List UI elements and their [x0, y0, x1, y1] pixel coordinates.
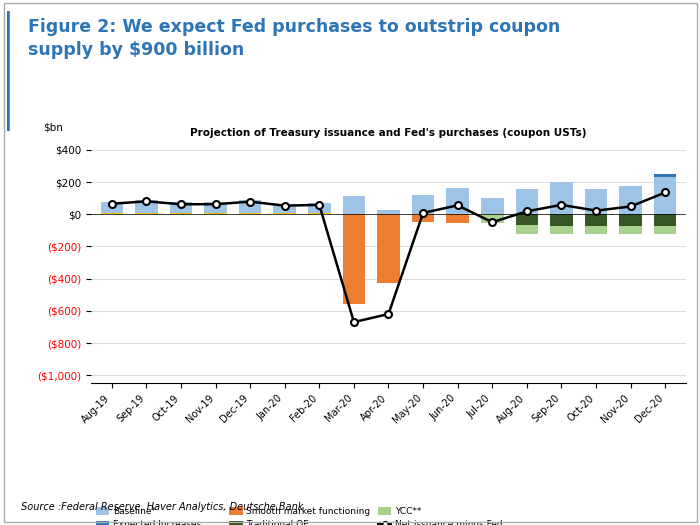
Bar	[274, 213, 296, 214]
Bar	[620, 226, 642, 234]
Legend: Baseline*, Expected Increases, Reinvest MBS payments, Smooth market functioning,: Baseline*, Expected Increases, Reinvest …	[95, 507, 503, 525]
Bar	[584, 214, 608, 226]
Bar	[550, 214, 573, 226]
Bar	[481, 198, 503, 214]
Bar	[274, 204, 296, 214]
Bar	[204, 213, 227, 214]
Bar	[620, 214, 642, 226]
Text: Figure 2: We expect Fed purchases to outstrip coupon
supply by $900 billion: Figure 2: We expect Fed purchases to out…	[28, 18, 560, 59]
Bar	[654, 174, 676, 177]
Bar	[169, 213, 193, 214]
Bar	[654, 177, 676, 214]
Bar	[654, 214, 676, 226]
Bar	[550, 182, 573, 214]
Bar	[377, 214, 400, 284]
Bar	[204, 202, 227, 214]
Bar	[412, 195, 434, 214]
Bar	[101, 202, 123, 214]
Bar	[654, 226, 676, 234]
Bar	[412, 214, 434, 222]
Bar	[584, 226, 608, 234]
Bar	[308, 213, 330, 214]
Bar	[135, 213, 158, 214]
Bar	[377, 210, 400, 214]
Bar	[135, 200, 158, 214]
Bar	[239, 213, 261, 214]
Bar	[447, 214, 469, 223]
Bar	[620, 186, 642, 214]
Bar	[447, 187, 469, 214]
Bar	[516, 214, 538, 225]
Bar	[343, 214, 365, 304]
Bar	[101, 213, 123, 214]
Bar	[343, 196, 365, 214]
Bar	[516, 189, 538, 214]
Bar	[516, 225, 538, 234]
Bar	[584, 189, 608, 214]
Bar	[481, 214, 503, 223]
Bar	[550, 226, 573, 234]
Bar	[169, 202, 193, 214]
Text: $bn: $bn	[43, 122, 63, 132]
Text: Source :Federal Reserve, Haver Analytics, Deutsche Bank: Source :Federal Reserve, Haver Analytics…	[21, 502, 303, 512]
Title: Projection of Treasury issuance and Fed's purchases (coupon USTs): Projection of Treasury issuance and Fed'…	[190, 128, 587, 138]
Bar	[239, 200, 261, 214]
Bar	[308, 203, 330, 214]
